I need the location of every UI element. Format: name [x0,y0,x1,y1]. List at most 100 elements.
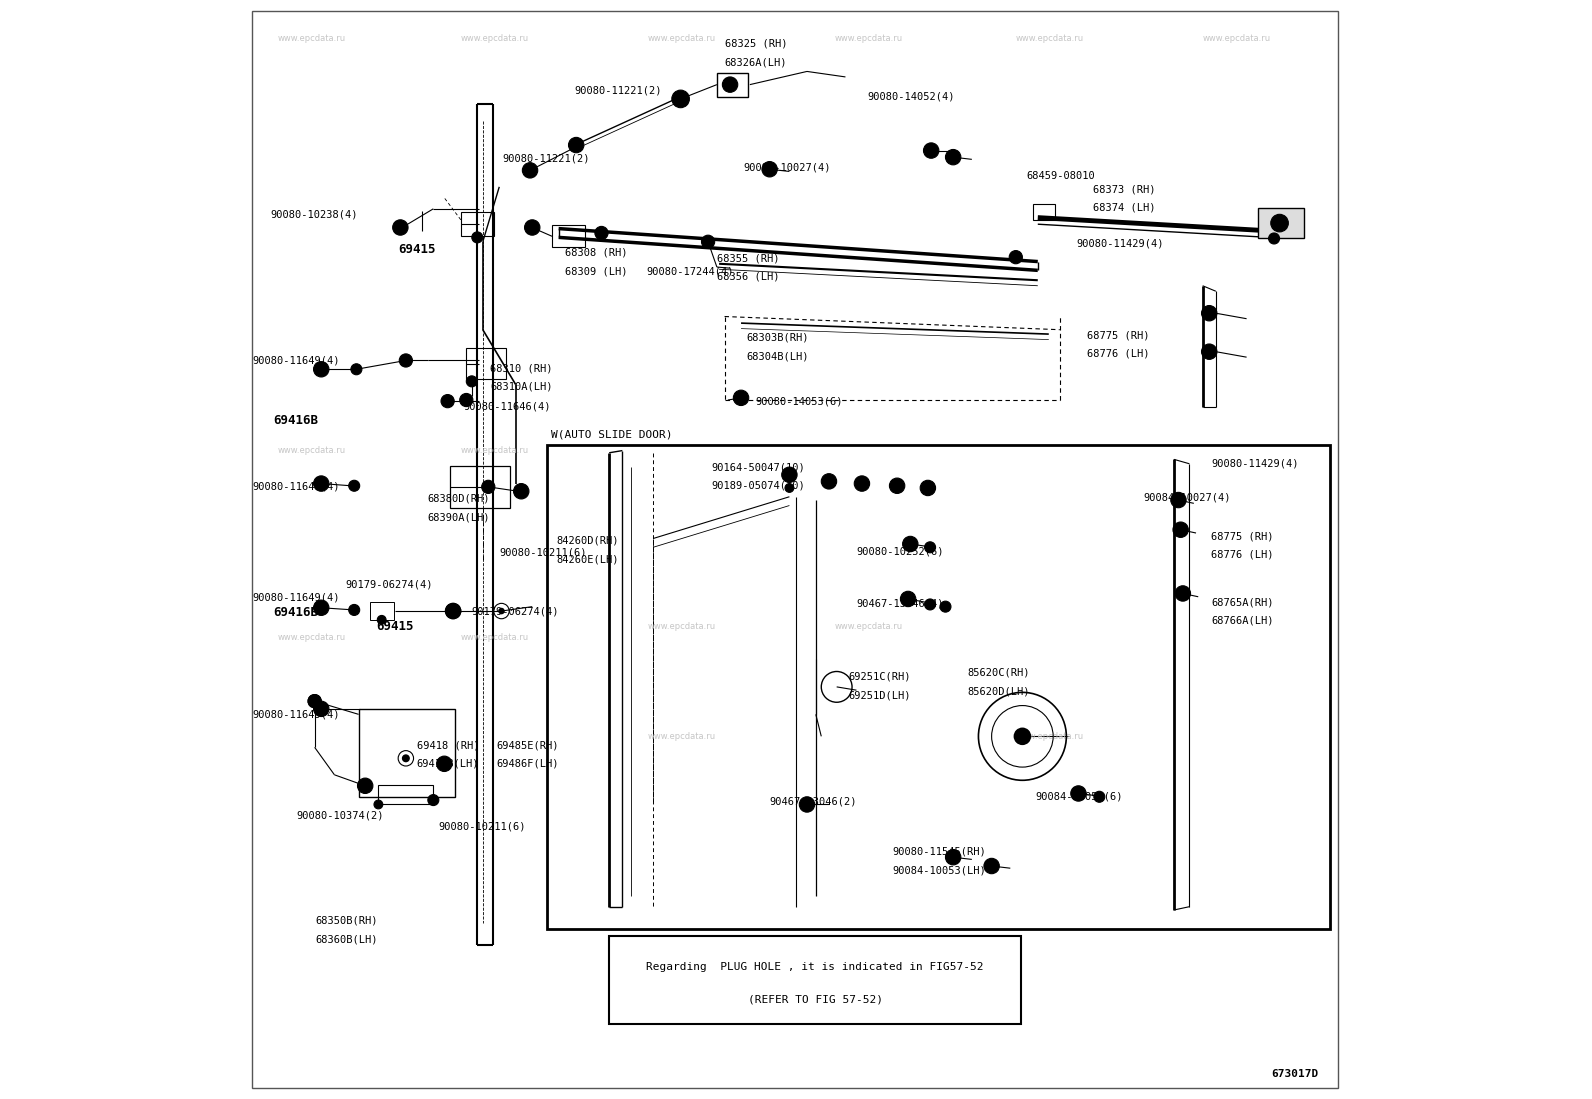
Text: www.epcdata.ru: www.epcdata.ru [648,622,716,631]
Text: 90467-13046(4): 90467-13046(4) [856,598,944,609]
Text: www.epcdata.ru: www.epcdata.ru [1016,732,1084,741]
Text: 90080-11545(RH): 90080-11545(RH) [893,846,987,857]
Circle shape [1202,344,1216,359]
Circle shape [821,474,837,489]
Bar [369,602,393,620]
Circle shape [1071,786,1086,801]
Bar [379,785,433,804]
Text: 68326A(LH): 68326A(LH) [724,57,786,68]
Text: W(AUTO SLIDE DOOR): W(AUTO SLIDE DOOR) [551,430,672,440]
Circle shape [901,591,915,607]
Circle shape [1175,586,1191,601]
Circle shape [377,615,387,624]
Text: 90080-11649(4): 90080-11649(4) [252,481,339,492]
Circle shape [1014,728,1032,745]
Text: 85620C(RH): 85620C(RH) [968,667,1030,678]
Text: 90080-10374(2): 90080-10374(2) [296,810,384,821]
Text: Regarding  PLUG HOLE , it is indicated in FIG57-52: Regarding PLUG HOLE , it is indicated in… [646,962,984,973]
Text: 68765A(RH): 68765A(RH) [1212,597,1274,608]
Bar [546,445,1329,929]
Circle shape [314,600,330,615]
Circle shape [925,542,936,553]
Text: 90080-11221(2): 90080-11221(2) [503,153,591,164]
Text: 90084-10053(LH): 90084-10053(LH) [893,865,987,876]
Text: 69485E(RH): 69485E(RH) [497,740,559,751]
Text: 69416B: 69416B [272,414,318,428]
Circle shape [785,484,794,492]
Text: 90164-50047(10): 90164-50047(10) [712,462,806,473]
Text: 68373 (RH): 68373 (RH) [1092,184,1156,195]
Text: (REFER TO FIG 57-52): (REFER TO FIG 57-52) [748,995,882,1004]
Circle shape [314,362,330,377]
Text: 68309 (LH): 68309 (LH) [565,266,627,277]
Circle shape [524,220,540,235]
Circle shape [374,800,382,809]
Bar [1033,204,1055,220]
Text: 90080-11649(4): 90080-11649(4) [252,709,339,720]
Text: 90080-14053(6): 90080-14053(6) [755,396,842,407]
Circle shape [1170,492,1186,508]
Text: 90080-10211(6): 90080-10211(6) [500,547,587,558]
Text: 84260E(LH): 84260E(LH) [557,554,619,565]
Circle shape [1009,251,1022,264]
Text: 90080-11429(4): 90080-11429(4) [1076,238,1164,249]
Text: 90080-11649(4): 90080-11649(4) [252,592,339,603]
Circle shape [441,395,454,408]
Circle shape [471,232,482,243]
Text: 90080-11649(4): 90080-11649(4) [252,355,339,366]
Text: www.epcdata.ru: www.epcdata.ru [648,732,716,741]
Text: 68303B(RH): 68303B(RH) [747,332,809,343]
Circle shape [1202,306,1216,321]
Text: 90084-10027(4): 90084-10027(4) [1143,492,1231,503]
Circle shape [702,235,715,248]
Text: 68350B(RH): 68350B(RH) [315,915,379,926]
Circle shape [482,480,495,493]
Text: 68356 (LH): 68356 (LH) [716,271,780,282]
Bar [466,348,506,379]
Text: 68310 (RH): 68310 (RH) [490,363,552,374]
Text: 69419B(LH): 69419B(LH) [417,758,479,769]
Bar [358,709,455,797]
Text: 69415: 69415 [398,243,436,256]
Text: 69251C(RH): 69251C(RH) [849,671,911,682]
Text: 68390A(LH): 68390A(LH) [428,512,490,523]
Text: 90080-11221(2): 90080-11221(2) [575,85,662,96]
Bar [460,212,494,236]
Circle shape [1094,791,1105,802]
Text: 68355 (RH): 68355 (RH) [716,253,780,264]
Text: 68766A(LH): 68766A(LH) [1212,615,1274,626]
Circle shape [350,364,361,375]
Text: 68374 (LH): 68374 (LH) [1092,202,1156,213]
Text: 90080-11646(4): 90080-11646(4) [463,401,551,412]
Text: 68308 (RH): 68308 (RH) [565,247,627,258]
Text: 90467-13046(2): 90467-13046(2) [769,796,856,807]
Circle shape [428,795,439,806]
Text: www.epcdata.ru: www.epcdata.ru [277,446,345,455]
Circle shape [393,220,408,235]
Circle shape [723,77,737,92]
Text: www.epcdata.ru: www.epcdata.ru [1202,34,1270,43]
Circle shape [568,137,584,153]
Circle shape [984,858,1000,874]
Text: 85620D(LH): 85620D(LH) [968,686,1030,697]
Circle shape [522,163,538,178]
Circle shape [349,480,360,491]
Text: 90179-06274(4): 90179-06274(4) [345,579,433,590]
Circle shape [939,601,950,612]
Circle shape [925,599,936,610]
Circle shape [920,480,936,496]
Text: 84260D(RH): 84260D(RH) [557,535,619,546]
Circle shape [307,695,322,708]
Text: www.epcdata.ru: www.epcdata.ru [460,446,529,455]
Text: 68776 (LH): 68776 (LH) [1212,550,1274,560]
Circle shape [451,608,457,614]
Text: www.epcdata.ru: www.epcdata.ru [460,34,529,43]
Text: www.epcdata.ru: www.epcdata.ru [648,34,716,43]
Text: 69415: 69415 [376,620,414,633]
Text: www.epcdata.ru: www.epcdata.ru [277,633,345,642]
Circle shape [946,850,962,865]
Text: www.epcdata.ru: www.epcdata.ru [460,633,529,642]
Text: www.epcdata.ru: www.epcdata.ru [277,34,345,43]
Text: 69486F(LH): 69486F(LH) [497,758,559,769]
Bar [716,73,748,97]
